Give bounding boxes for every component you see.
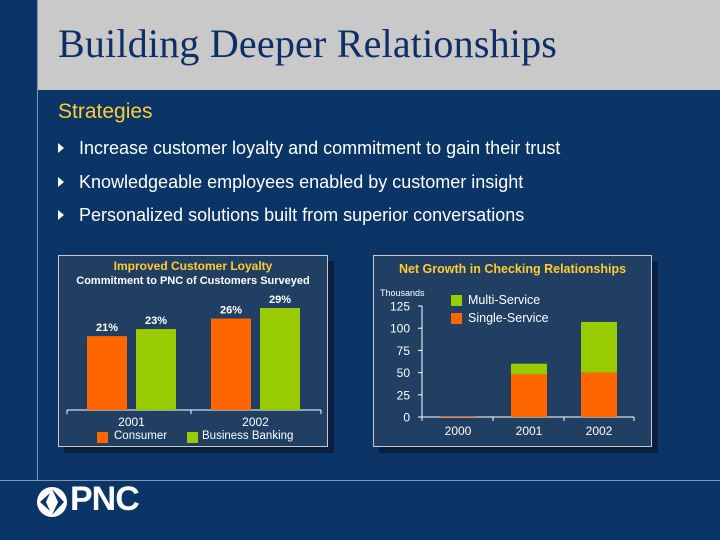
- bar-consumer-2002: [211, 318, 251, 410]
- title-bar: [38, 0, 720, 90]
- loyalty-chart-title: Improved Customer Loyalty: [113, 259, 273, 273]
- y-axis-title: Thousands: [380, 288, 425, 298]
- bar-business-banking-2002: [260, 308, 300, 410]
- x-tick-label-2002: 2002: [586, 424, 613, 438]
- legend-label-business-banking: Business Banking: [202, 430, 294, 442]
- data-label: 29%: [269, 294, 291, 306]
- section-heading: Strategies: [58, 100, 153, 123]
- bullet-text: Knowledgeable employees enabled by custo…: [79, 171, 524, 192]
- data-label: 21%: [96, 322, 118, 334]
- loyalty-bar-chart: 21% 23% 2001 26% 29% 2002: [66, 294, 322, 429]
- arrow-bullet-icon: [58, 176, 64, 187]
- bar-single-service-2001: [511, 374, 547, 417]
- bullet-text: Personalized solutions built from superi…: [79, 205, 525, 225]
- left-rule: [37, 0, 38, 480]
- y-tick-label-0: 0: [403, 411, 410, 425]
- legend-label-multi-service: Multi-Service: [468, 293, 541, 307]
- slide-title: Building Deeper Relationships: [58, 21, 558, 66]
- legend-swatch-consumer: [97, 432, 108, 443]
- arrow-bullet-icon: [58, 143, 64, 153]
- y-tick-label-125: 125: [390, 300, 410, 314]
- loyalty-chart-panel: Improved Customer Loyalty Commitment to …: [58, 255, 328, 447]
- data-label: 26%: [220, 305, 242, 317]
- data-label: 23%: [145, 315, 167, 327]
- y-tick-label-75: 75: [397, 344, 411, 358]
- bar-multi-service-2001: [511, 363, 547, 375]
- x-tick-label-2001: 2001: [516, 424, 543, 438]
- growth-chart-title: Net Growth in Checking Relationships: [398, 262, 627, 276]
- bar-business-banking-2001: [136, 329, 176, 410]
- bar-single-service-2002: [581, 372, 617, 417]
- y-tick-label-50: 50: [397, 366, 411, 380]
- legend-label-consumer: Consumer: [114, 430, 168, 442]
- y-tick-label-25: 25: [397, 388, 411, 402]
- pnc-logo-text: PNC: [70, 480, 140, 518]
- bullet-text: Increase customer loyalty and commitment…: [79, 138, 561, 158]
- x-tick-label-2001: 2001: [118, 415, 145, 429]
- arrow-bullet-icon: [58, 210, 64, 220]
- x-tick-label-2000: 2000: [445, 424, 472, 438]
- bar-single-service-2000: [440, 416, 476, 417]
- bar-multi-service-2002: [581, 321, 617, 373]
- legend-label-single-service: Single-Service: [468, 311, 549, 325]
- legend-swatch-multi-service: [451, 295, 462, 306]
- growth-stacked-bar-chart: Thousands 0 25 50 75 100 125 2000 2001 2002: [380, 288, 635, 438]
- pnc-logo-icon: [37, 487, 67, 517]
- legend-swatch-business-banking: [187, 432, 198, 443]
- legend-swatch-single-service: [451, 313, 462, 324]
- y-tick-label-100: 100: [390, 322, 410, 336]
- growth-chart-panel: Net Growth in Checking Relationships Tho…: [373, 255, 652, 447]
- x-tick-label-2002: 2002: [242, 415, 269, 429]
- bar-consumer-2001: [87, 336, 127, 410]
- loyalty-chart-subtitle: Commitment to PNC of Customers Surveyed: [76, 275, 310, 287]
- footer-rule: [0, 480, 720, 481]
